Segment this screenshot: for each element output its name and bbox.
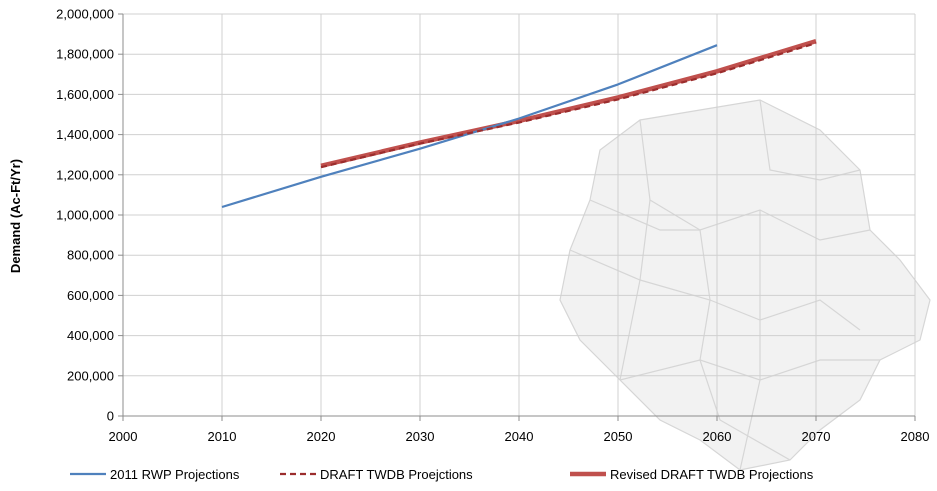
background-map-watermark (559, 99, 931, 471)
map-outline-path (639, 119, 871, 241)
series-lines (221, 38, 817, 209)
legend-item: DRAFT TWDB Proejctions (280, 467, 473, 482)
y-tick-label: 800,000 (67, 248, 114, 263)
legend: 2011 RWP Projections DRAFT TWDB Proejctio… (70, 467, 814, 482)
map-outline-path (739, 210, 761, 471)
y-tick-label: 1,000,000 (56, 208, 114, 223)
map-outline-path (619, 359, 791, 461)
x-tick-label: 2080 (901, 429, 930, 444)
y-tick-label: 1,400,000 (56, 127, 114, 142)
y-tick-labels: 0 200,000 400,000 600,000 800,000 1,000,000 1,… (56, 7, 114, 424)
grid-lines (122, 13, 916, 417)
x-tick-labels: 2000 2010 2020 2030 2040 2050 2060 2070 2080 (109, 429, 930, 444)
legend-label: Revised DRAFT TWDB Projections (610, 467, 814, 482)
x-tick-label: 2000 (109, 429, 138, 444)
y-tick-label: 600,000 (67, 288, 114, 303)
x-tick-label: 2070 (802, 429, 831, 444)
x-tick-label: 2060 (703, 429, 732, 444)
x-tick-label: 2010 (208, 429, 237, 444)
map-outline-path (619, 199, 651, 381)
x-tick-label: 2040 (505, 429, 534, 444)
x-tick-label: 2020 (307, 429, 336, 444)
legend-label: 2011 RWP Projections (110, 467, 240, 482)
y-tick-label: 1,800,000 (56, 47, 114, 62)
legend-item: 2011 RWP Projections (70, 467, 240, 482)
series-line-2 (320, 42, 817, 169)
axes (118, 13, 916, 421)
x-tick-label: 2050 (604, 429, 633, 444)
map-outline-path (559, 99, 931, 471)
y-tick-label: 2,000,000 (56, 7, 114, 22)
y-tick-label: 200,000 (67, 368, 114, 383)
y-tick-label: 400,000 (67, 328, 114, 343)
legend-item: Revised DRAFT TWDB Projections (570, 467, 814, 482)
y-tick-label: 1,200,000 (56, 167, 114, 182)
y-tick-label: 0 (107, 409, 114, 424)
x-tick-label: 2030 (406, 429, 435, 444)
legend-label: DRAFT TWDB Proejctions (320, 467, 473, 482)
y-tick-label: 1,600,000 (56, 87, 114, 102)
y-axis-title: Demand (Ac-Ft/Yr) (8, 159, 23, 273)
